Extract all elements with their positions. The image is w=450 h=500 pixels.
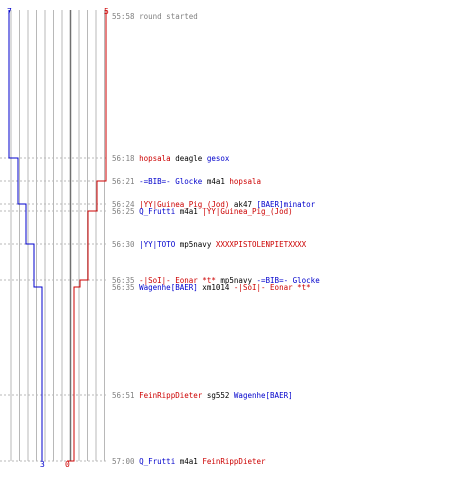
- player-name: |YY|Guinea_Pig_(Jod): [202, 207, 293, 216]
- player-name: Q_Frutti: [139, 207, 176, 216]
- kill-feed-row: 57:00 Q_Frutti m4a1 FeinRippDieter: [112, 457, 266, 466]
- player-name: -=BIB=- Glocke: [139, 177, 203, 186]
- event-timestamp: 57:00: [112, 457, 140, 466]
- event-text: round started: [139, 12, 198, 21]
- player-name: Wagenhe[BAER]: [139, 283, 198, 292]
- kill-feed-row: 56:21 -=BIB=- Glocke m4a1 hopsala: [112, 177, 261, 186]
- event-timestamp: 56:25: [112, 207, 140, 216]
- kill-feed-row: 56:35 Wagenhe[BAER] xm1014 -|SoI|- Eonar…: [112, 283, 311, 292]
- event-timestamp: 56:21: [112, 177, 140, 186]
- player-name: Wagenhe[BAER]: [233, 391, 293, 400]
- blue-start-count: 7: [7, 7, 12, 16]
- event-timestamp: 56:24: [112, 200, 140, 209]
- weapon-name: m4a1: [175, 207, 203, 216]
- blue-team-alive-line: [8, 10, 43, 461]
- kill-feed-row: 56:51 FeinRippDieter sg552 Wagenhe[BAER]: [112, 391, 293, 400]
- weapon-name: mp5navy: [175, 240, 216, 249]
- event-timestamp: 56:35: [112, 283, 140, 292]
- player-name: -|SoI|- Eonar *t*: [139, 276, 216, 285]
- red-start-count: 5: [104, 7, 109, 16]
- player-name: XXXXPISTOLENPIETXXXX: [215, 240, 307, 249]
- red-team-alive-line: [67, 10, 107, 462]
- kill-feed-row: 56:24 |YY|Guinea_Pig_(Jod) ak47 [BAER]mi…: [112, 200, 315, 209]
- event-timestamp: 56:35: [112, 276, 140, 285]
- player-name: hopsala: [139, 154, 171, 163]
- red-end-count: 0: [65, 460, 70, 469]
- event-timestamp: 56:51: [112, 391, 140, 400]
- player-name: hopsala: [229, 177, 262, 186]
- player-name: |YY|TOTO: [139, 240, 176, 249]
- blue-end-count: 3: [40, 460, 45, 469]
- kill-feed-row: 56:18 hopsala deagle gesox: [112, 154, 229, 163]
- player-name: FeinRippDieter: [202, 457, 266, 466]
- player-name: |YY|Guinea_Pig_(Jod): [139, 200, 230, 209]
- kill-feed-row: 56:30 |YY|TOTO mp5navy XXXXPISTOLENPIETX…: [112, 240, 306, 249]
- player-name: -=BIB=- Glocke: [256, 276, 320, 285]
- player-name: gesox: [206, 154, 230, 163]
- weapon-name: mp5navy: [215, 276, 257, 285]
- player-name: -|SoI|- Eonar *t*: [233, 283, 311, 292]
- weapon-name: sg552: [202, 391, 234, 400]
- event-timestamp: 56:18: [112, 154, 140, 163]
- event-timestamp: 55:58: [112, 12, 140, 21]
- player-name: [BAER]minator: [256, 200, 316, 209]
- player-name: Q_Frutti: [139, 457, 176, 466]
- event-timestamp: 56:30: [112, 240, 140, 249]
- weapon-name: m4a1: [202, 177, 230, 186]
- weapon-name: xm1014: [197, 283, 234, 292]
- kill-feed-row: 55:58 round started: [112, 12, 198, 21]
- kill-feed-row: 56:35 -|SoI|- Eonar *t* mp5navy -=BIB=- …: [112, 276, 320, 285]
- grid-lines: [10, 10, 105, 461]
- weapon-name: m4a1: [175, 457, 203, 466]
- weapon-name: deagle: [170, 154, 207, 163]
- weapon-name: ak47: [229, 200, 257, 209]
- player-name: FeinRippDieter: [139, 391, 203, 400]
- kill-feed-row: 56:25 Q_Frutti m4a1 |YY|Guinea_Pig_(Jod): [112, 207, 293, 216]
